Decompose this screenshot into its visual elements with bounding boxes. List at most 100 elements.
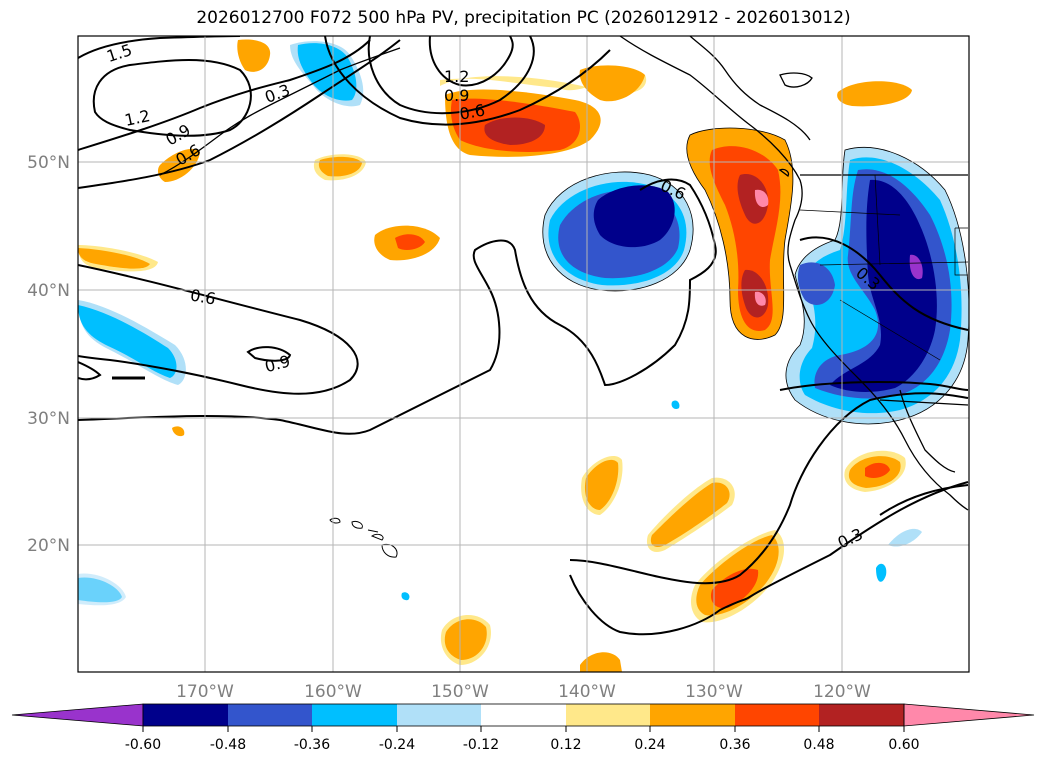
colorbar-extend-low xyxy=(11,703,144,727)
pv-contour-0.3-east xyxy=(799,236,969,331)
lon-label-160w: 160°W xyxy=(304,682,362,702)
map-title: 2026012700 F072 500 hPa PV, precipitatio… xyxy=(196,8,851,28)
precip-positive-patch-f xyxy=(172,426,185,437)
colorbar-tick-label: 0.48 xyxy=(803,737,834,753)
precip-negative-west-us-lobe xyxy=(797,262,835,305)
island-molokai xyxy=(367,529,379,533)
outline-coastal xyxy=(686,127,794,340)
lon-label-150w: 150°W xyxy=(431,682,489,702)
colorbar-tick-label: 0.60 xyxy=(888,737,919,753)
precip-negative-far-sw-outer xyxy=(78,573,126,606)
island-maui xyxy=(370,533,384,541)
colorbar-extend-high xyxy=(903,703,1035,727)
pv-contour-north-ring-2 xyxy=(428,36,514,87)
colorbar-segment xyxy=(312,704,397,726)
border-us-mexico xyxy=(879,399,969,406)
pv-contour-0.6-long xyxy=(78,178,717,435)
precip-positive-patch-m xyxy=(837,81,912,107)
contour-label: 0.9 xyxy=(444,86,469,105)
colorbar-tick-label: -0.12 xyxy=(463,737,499,753)
lon-label-170w: 170°W xyxy=(176,682,234,702)
colorbar-segment xyxy=(735,704,819,726)
contour-label: 0.6 xyxy=(458,100,486,123)
colorbar-segment xyxy=(397,704,481,726)
border-state-4 xyxy=(874,174,881,266)
coastlines xyxy=(159,36,969,511)
colorbar-segment xyxy=(566,704,650,726)
colorbar-tick-label: -0.36 xyxy=(294,737,330,753)
precip-negative-aleutian-mid xyxy=(297,43,357,101)
colorbar-tick-label: -0.60 xyxy=(125,737,161,753)
lat-label-50n: 50°N xyxy=(27,153,70,173)
pv-contour-north-ring-1 xyxy=(367,36,535,115)
pv-contour-1.5 xyxy=(78,36,241,59)
colorbar: -0.60 -0.48 -0.36 -0.24 -0.12 0.12 0.24 … xyxy=(11,703,1035,753)
lon-label-120w: 120°W xyxy=(813,682,871,702)
colorbar-segment xyxy=(228,704,312,726)
precip-shading xyxy=(78,39,969,672)
precip-positive-patch-g-mid xyxy=(584,459,619,510)
precip-negative-small-d xyxy=(401,592,410,601)
lon-label-140w: 140°W xyxy=(558,682,616,702)
precip-positive-patch-j-high xyxy=(865,462,890,478)
coastline-alaska-panhandle xyxy=(689,36,811,141)
contour-label: 0.6 xyxy=(189,285,217,308)
coastline-north-america xyxy=(619,36,969,511)
outline-west-us xyxy=(785,147,969,425)
pv-contour-1.2-west xyxy=(92,59,252,137)
colorbar-tick-label: -0.24 xyxy=(379,737,415,753)
pv-contour-0.3-south xyxy=(569,392,969,585)
longitude-labels: 170°W 160°W 150°W 140°W 130°W 120°W xyxy=(176,682,871,702)
graticule xyxy=(78,36,969,672)
lat-label-30n: 30°N xyxy=(27,409,70,429)
precip-positive-patch-e-mid xyxy=(78,248,150,269)
contour-label: 1.5 xyxy=(104,40,134,66)
precip-positive-coastal-max-n xyxy=(754,189,769,208)
colorbar-segment xyxy=(650,704,735,726)
precip-negative-western-band-mid xyxy=(78,305,177,378)
precip-positive-coastal-high-n xyxy=(737,174,769,224)
colorbar-segment xyxy=(143,704,228,726)
island-kauai xyxy=(329,517,341,524)
colorbar-frame xyxy=(142,703,905,727)
precip-positive-coastal-max-s xyxy=(754,291,766,306)
border-state-2 xyxy=(819,261,969,266)
precip-positive-patch-i-high xyxy=(710,568,759,609)
precip-positive-patch-a xyxy=(237,39,271,72)
pv-contour-small-west xyxy=(78,361,102,381)
lon-label-130w: 130°W xyxy=(685,682,743,702)
coastline-aleutians xyxy=(159,47,401,176)
pv-contour-0.9-small xyxy=(246,346,292,362)
contour-label: 0.9 xyxy=(263,351,293,376)
map-plot-area: 1.5 1.2 0.9 0.6 0.3 1.2 0.9 0.6 0.6 0.6 … xyxy=(78,36,969,672)
border-state-3 xyxy=(839,299,941,361)
precip-positive-patch-h-mid xyxy=(650,482,730,547)
contour-label: 1.2 xyxy=(123,106,152,130)
colorbar-tick-label: 0.36 xyxy=(719,737,750,753)
precip-negative-small-c xyxy=(888,528,922,547)
colorbar-ticks xyxy=(142,726,905,732)
colorbar-tick-label: 0.12 xyxy=(550,737,581,753)
pv-contour-0.6-west xyxy=(78,39,401,189)
border-state-5 xyxy=(954,227,968,276)
contour-label: 1.2 xyxy=(444,67,469,86)
coastline-baja xyxy=(899,389,956,473)
lat-label-20n: 20°N xyxy=(27,536,70,556)
hawaii-islands xyxy=(329,517,398,558)
coastline-hudson-area xyxy=(779,72,813,88)
colorbar-segment xyxy=(481,704,566,726)
precip-positive-patch-k-mid xyxy=(444,619,487,660)
precip-negative-small-a xyxy=(671,400,680,410)
colorbar-segment xyxy=(819,704,904,726)
map-frame xyxy=(77,35,970,673)
precip-negative-mid-pacific-higher xyxy=(593,185,675,248)
pv-contour-0.9-west xyxy=(78,39,371,151)
precip-negative-west-us-max xyxy=(909,254,923,280)
colorbar-tick-label: 0.24 xyxy=(634,737,665,753)
precip-positive-patch-d-core xyxy=(395,234,425,250)
lat-label-40n: 40°N xyxy=(27,281,70,301)
colorbar-tick-label: -0.48 xyxy=(210,737,246,753)
island-oahu xyxy=(351,521,363,529)
pv-contour-east-low xyxy=(779,381,969,391)
